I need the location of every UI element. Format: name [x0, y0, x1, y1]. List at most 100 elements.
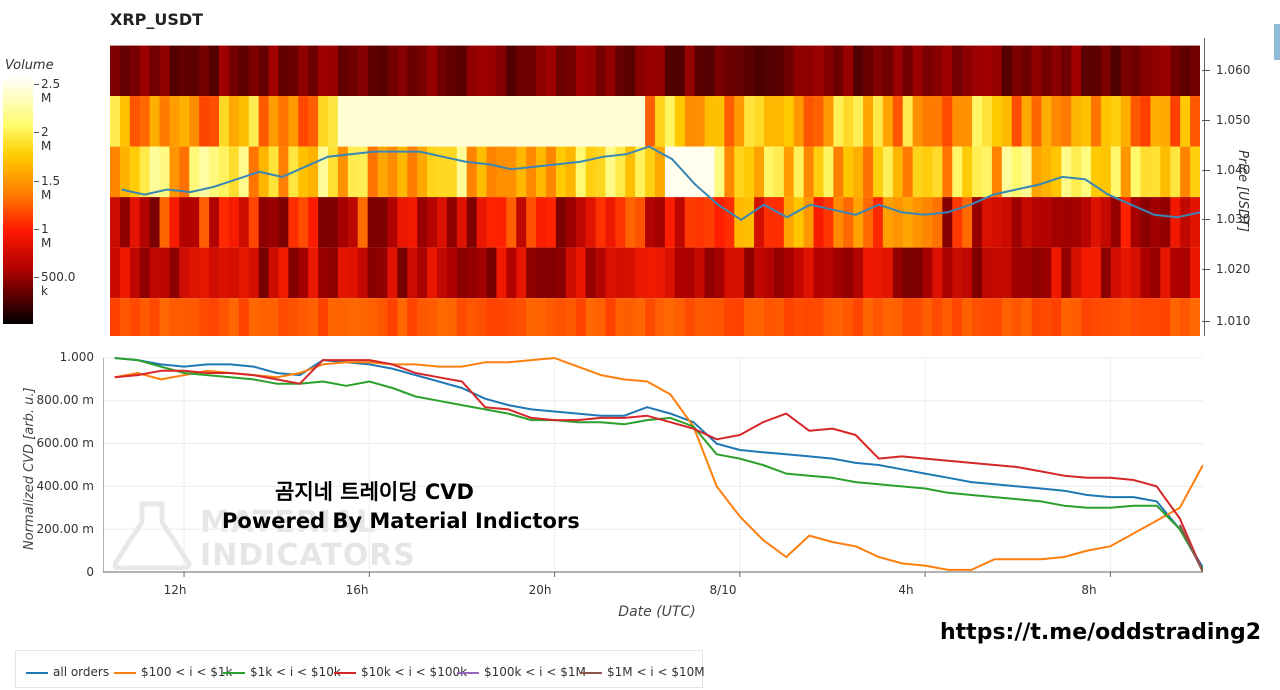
heatmap-cell — [555, 298, 567, 336]
heatmap-cell — [863, 298, 874, 336]
heatmap-cell — [902, 298, 914, 336]
heatmap-cell — [1120, 146, 1132, 198]
heatmap-cell — [863, 197, 874, 248]
heatmap-cell — [149, 197, 161, 248]
heatmap-cell — [526, 247, 537, 299]
heatmap-cell — [1100, 45, 1112, 97]
heatmap-cell — [1180, 45, 1191, 97]
legend-item-1k-10k[interactable]: $1k < i < $10k — [223, 665, 341, 679]
heatmap-cell — [387, 146, 398, 198]
heatmap-cell — [1130, 96, 1142, 147]
heatmap-cell — [942, 197, 953, 248]
heatmap-cell — [813, 298, 825, 336]
heatmap-cell — [625, 197, 636, 248]
heatmap-plot[interactable] — [110, 38, 1200, 336]
heatmap-cell — [417, 298, 428, 336]
heatmap-cell — [882, 96, 894, 147]
heatmap-cell — [397, 197, 408, 248]
heatmap-cell — [199, 247, 210, 299]
heatmap-cell — [308, 197, 319, 248]
heatmap-cell — [655, 146, 666, 198]
heatmap-cell — [1061, 197, 1072, 248]
heatmap-cell — [536, 247, 547, 299]
legend-label: $1M < i < $10M — [607, 665, 705, 679]
heatmap-cell — [486, 45, 498, 97]
heatmap-cell — [674, 197, 686, 248]
heatmap-cell — [744, 247, 755, 299]
heatmap-cell — [962, 45, 973, 97]
heatmap-cell — [704, 197, 716, 248]
heatmap-cell — [833, 298, 844, 336]
heatmap-cell — [664, 197, 676, 248]
heatmap-cell — [169, 96, 180, 147]
heatmap-cell — [199, 96, 210, 147]
heatmap-cell — [476, 247, 488, 299]
heatmap-cell — [882, 197, 894, 248]
heatmap-cell — [278, 197, 289, 248]
heatmap-cell — [972, 298, 983, 336]
heatmap-cell — [209, 45, 220, 97]
heatmap-cell — [248, 45, 260, 97]
heatmap-cell — [1031, 298, 1043, 336]
heatmap-cell — [1150, 197, 1161, 248]
heatmap-cell — [942, 146, 953, 198]
heatmap-cell — [476, 298, 488, 336]
heatmap-cell — [456, 247, 468, 299]
heatmap-cell — [773, 146, 785, 198]
watermark-subtitle: Powered By Material Indictors — [222, 509, 580, 533]
heatmap-cell — [734, 298, 745, 336]
heatmap-cell — [744, 146, 755, 198]
legend-item-1m-10m[interactable]: $1M < i < $10M — [580, 665, 705, 679]
heatmap-cell — [179, 197, 190, 248]
heatmap-cell — [546, 298, 557, 336]
heatmap-cell — [536, 298, 547, 336]
series-line — [114, 359, 1203, 573]
heatmap-cell — [1021, 197, 1033, 248]
legend-item-10k-100k[interactable]: $10k < i < $100k — [334, 665, 467, 679]
heatmap-cell — [922, 96, 934, 147]
heatmap-cell — [952, 298, 963, 336]
heatmap-cell — [1001, 298, 1013, 336]
heatmap-cell — [902, 96, 914, 147]
heatmap-cell — [1051, 96, 1062, 147]
heatmap-cell — [625, 298, 636, 336]
heatmap-cell — [1021, 247, 1033, 299]
legend-item-100k-1m[interactable]: $100k < i < $1M — [457, 665, 586, 679]
heatmap-cell — [1170, 96, 1181, 147]
telegram-url[interactable]: https://t.me/oddstrading2 — [940, 620, 1262, 645]
heatmap-cell — [565, 247, 577, 299]
legend-item-100-1k[interactable]: $100 < i < $1k — [114, 665, 232, 679]
heatmap-cell — [129, 298, 141, 336]
heatmap-cell — [1071, 96, 1082, 147]
heatmap-cell — [734, 247, 745, 299]
heatmap-cell — [437, 247, 448, 299]
heatmap-cell — [1120, 197, 1132, 248]
heatmap-cell — [139, 247, 151, 299]
heatmap-cell — [892, 45, 904, 97]
cvd-y-tick: 200.00 m — [36, 522, 95, 536]
heatmap-cell — [1021, 146, 1033, 198]
heatmap-cell — [258, 298, 270, 336]
heatmap-cell — [337, 96, 349, 147]
heatmap-cell — [466, 45, 478, 97]
heatmap-cell — [1091, 146, 1102, 198]
heatmap-cell — [813, 96, 825, 147]
heatmap-cell — [248, 146, 260, 198]
heatmap-cell — [991, 45, 1003, 97]
heatmap-cell — [238, 298, 250, 336]
cvd-x-tick: 8/10 — [709, 583, 737, 597]
heatmap-cell — [377, 197, 389, 248]
heatmap-cell — [268, 197, 280, 248]
side-tab[interactable] — [1274, 24, 1280, 60]
cvd-plot[interactable] — [103, 357, 1203, 577]
heatmap-cell — [407, 247, 418, 299]
heatmap-cell — [546, 197, 557, 248]
price-tick: 1.050 — [1201, 113, 1251, 127]
heatmap-cell — [119, 247, 131, 299]
heatmap-cell — [1170, 247, 1181, 299]
heatmap-cell — [238, 197, 250, 248]
heatmap-cell — [387, 197, 398, 248]
legend-item-all-orders[interactable]: all orders — [26, 665, 109, 679]
heatmap-cell — [546, 247, 557, 299]
heatmap-cell — [912, 146, 924, 198]
